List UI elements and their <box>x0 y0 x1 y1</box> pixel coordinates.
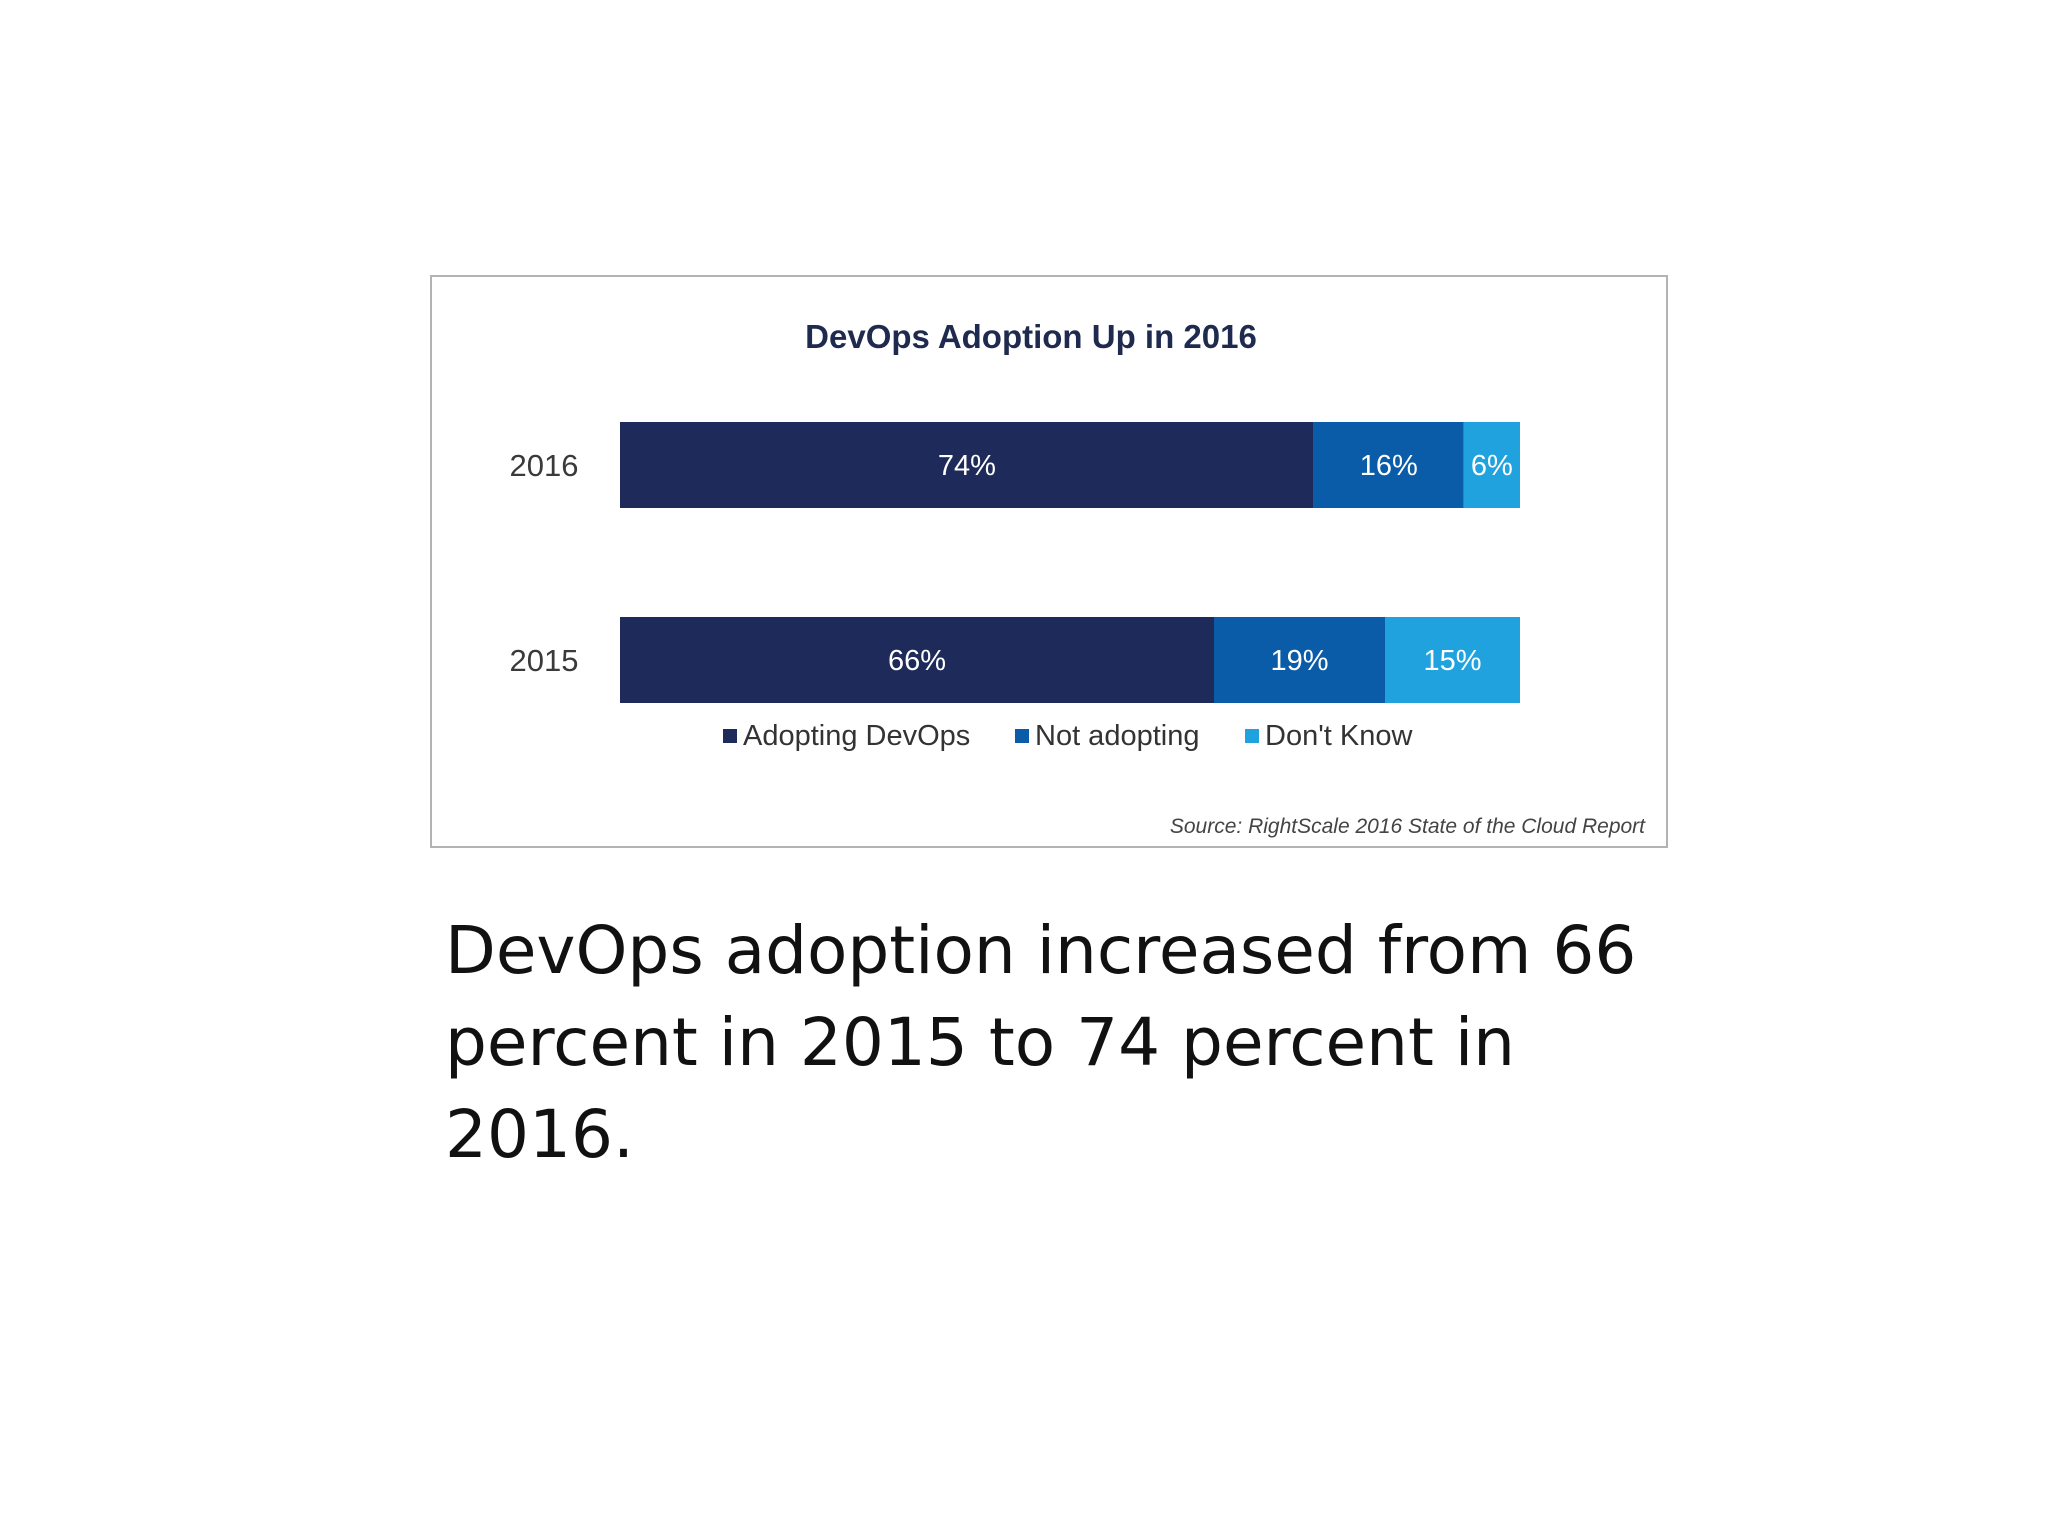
data-label-2015-adopting-devops: 66% <box>888 645 946 677</box>
bar-2015-don-t-know <box>1385 617 1520 703</box>
legend-swatch-don-t-know <box>1245 729 1259 743</box>
legend-swatch-adopting-devops <box>723 729 737 743</box>
chart-frame: DevOps Adoption Up in 2016 2016 74% 16% 6% 20… <box>430 275 1668 848</box>
chart-source: Source: RightScale 2016 State of the Clo… <box>1170 815 1646 838</box>
bar-2015-not-adopting <box>1214 617 1385 703</box>
bar-2016-don-t-know <box>1463 422 1520 508</box>
chart-title: DevOps Adoption Up in 2016 <box>805 318 1257 355</box>
category-label-2016: 2016 <box>510 448 579 483</box>
category-label-2015: 2015 <box>510 643 579 678</box>
slide-caption: DevOps adoption increased from 66 percen… <box>445 912 1637 1173</box>
data-label-2016-adopting-devops: 74% <box>938 450 996 482</box>
data-label-2015-not-adopting: 19% <box>1270 645 1328 677</box>
data-label-2016-not-adopting: 16% <box>1360 450 1418 482</box>
data-label-2016-don-t-know: 6% <box>1471 450 1513 482</box>
legend-label-not-adopting: Not adopting <box>1035 720 1199 752</box>
bar-2016-not-adopting <box>1313 422 1464 508</box>
chart-svg: DevOps Adoption Up in 2016 2016 74% 16% 6% 20… <box>510 318 1647 838</box>
legend-swatch-not-adopting <box>1015 729 1029 743</box>
legend-label-adopting-devops: Adopting DevOps <box>743 720 970 752</box>
legend-label-don-t-know: Don't Know <box>1265 720 1413 752</box>
bar-2015-adopting-devops <box>620 617 1214 703</box>
data-label-2015-don-t-know: 15% <box>1423 645 1481 677</box>
bar-2016-adopting-devops <box>620 422 1314 508</box>
